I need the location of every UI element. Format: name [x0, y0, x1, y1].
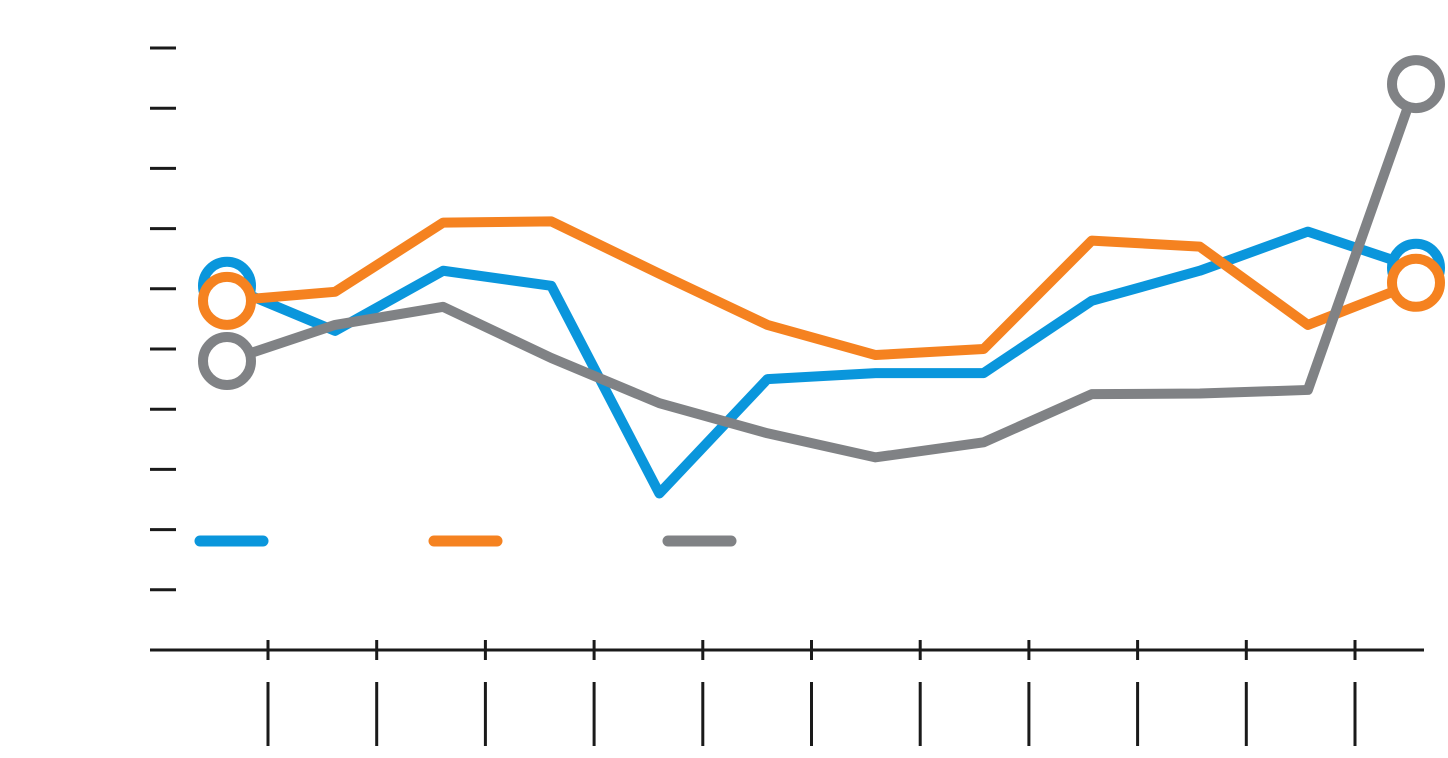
series-line-3	[222, 79, 1421, 463]
series-end-markers	[198, 55, 1445, 391]
series-3-start-marker	[198, 332, 256, 391]
x-axis-ticks	[266, 640, 1357, 746]
series-2-start-marker	[198, 271, 256, 330]
series-3-end-marker	[1387, 55, 1445, 114]
series-lines	[222, 79, 1421, 499]
series-2-end-marker	[1387, 253, 1445, 312]
y-axis-ticks	[150, 46, 176, 652]
series-line-2	[222, 216, 1421, 361]
